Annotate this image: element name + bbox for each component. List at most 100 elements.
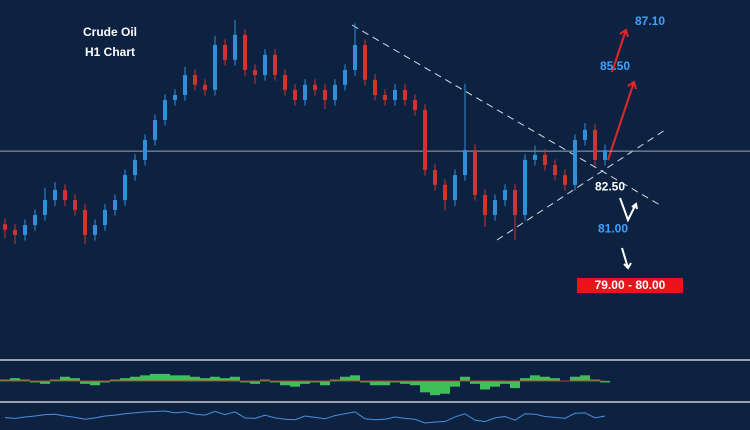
candle-body bbox=[113, 200, 117, 210]
candle-body bbox=[593, 129, 597, 160]
candle-body bbox=[233, 34, 237, 60]
oscillator-bar bbox=[130, 376, 140, 381]
candle-body bbox=[413, 100, 417, 110]
oscillator-bar bbox=[0, 379, 10, 381]
candle-body bbox=[323, 89, 327, 101]
oscillator-bar bbox=[440, 381, 450, 394]
candle-body bbox=[403, 89, 407, 101]
arrow bbox=[611, 28, 629, 73]
candle-body bbox=[263, 54, 267, 76]
oscillator-bar bbox=[140, 375, 150, 381]
candle-body bbox=[523, 159, 527, 215]
oscillator-bar bbox=[260, 379, 270, 381]
oscillator-bar bbox=[10, 378, 20, 381]
oscillator-bar bbox=[470, 381, 480, 384]
candle-body bbox=[473, 150, 477, 196]
oscillator-bar bbox=[370, 381, 380, 386]
oscillator-bar bbox=[230, 376, 240, 381]
oscillator-bar bbox=[70, 378, 80, 381]
oscillator-bar bbox=[600, 381, 610, 383]
candle-body bbox=[153, 119, 157, 140]
rsi-line bbox=[4, 410, 606, 424]
oscillator-bar bbox=[270, 381, 280, 383]
oscillator-bar bbox=[390, 381, 400, 383]
oscillator-bar bbox=[170, 375, 180, 381]
oscillator-bar bbox=[100, 381, 110, 383]
oscillator-bar bbox=[340, 376, 350, 381]
candle-body bbox=[133, 159, 137, 176]
oscillator-bar bbox=[90, 381, 100, 386]
oscillator-bar bbox=[540, 376, 550, 381]
candle-body bbox=[363, 44, 367, 80]
candle-body bbox=[463, 150, 467, 176]
candle-body bbox=[73, 200, 77, 210]
oscillator-bar bbox=[20, 379, 30, 381]
oscillator-bar bbox=[310, 381, 320, 383]
oscillator-bar bbox=[410, 381, 420, 386]
target-label: 87.10 bbox=[635, 14, 665, 28]
oscillator-bar bbox=[280, 381, 290, 386]
oscillator-bar bbox=[60, 376, 70, 381]
candle-body bbox=[203, 84, 207, 90]
oscillator-bar bbox=[510, 381, 520, 389]
candle-body bbox=[213, 44, 217, 90]
oscillator-bar bbox=[240, 381, 250, 383]
candle-body bbox=[123, 175, 127, 201]
oscillator-bar bbox=[450, 381, 460, 387]
candle-body bbox=[103, 209, 107, 226]
oscillator-bar bbox=[350, 375, 360, 381]
candle-body bbox=[193, 75, 197, 85]
target-label: 82.50 bbox=[595, 179, 625, 193]
oscillator-bar bbox=[210, 376, 220, 381]
arrows bbox=[607, 28, 638, 270]
candle-body bbox=[223, 44, 227, 60]
candle-body bbox=[93, 225, 97, 235]
candle-body bbox=[553, 164, 557, 176]
arrow bbox=[619, 197, 638, 223]
oscillator-bar bbox=[160, 373, 170, 381]
oscillator-bar bbox=[520, 378, 530, 381]
candle-body bbox=[313, 84, 317, 90]
arrow bbox=[621, 247, 632, 270]
target-label: 81.00 bbox=[598, 222, 628, 236]
oscillator-bar bbox=[120, 378, 130, 381]
candle-body bbox=[333, 84, 337, 101]
candle-body bbox=[143, 139, 147, 160]
candle-body bbox=[583, 129, 587, 140]
oscillator-bar bbox=[420, 381, 430, 393]
oscillator-bar bbox=[180, 375, 190, 381]
candle-body bbox=[603, 150, 607, 160]
oscillator-bar bbox=[80, 381, 90, 384]
candle-body bbox=[353, 44, 357, 70]
candle-body bbox=[543, 154, 547, 165]
candle-body bbox=[433, 170, 437, 185]
candle-body bbox=[243, 34, 247, 70]
candle-body bbox=[513, 189, 517, 215]
oscillator-bar bbox=[430, 381, 440, 396]
candle-body bbox=[563, 175, 567, 185]
candle-body bbox=[343, 69, 347, 85]
candle-body bbox=[453, 175, 457, 201]
oscillator-bar bbox=[580, 375, 590, 381]
target-label: 85.50 bbox=[600, 59, 630, 73]
oscillator-bar bbox=[50, 379, 60, 381]
oscillator-bar bbox=[40, 381, 50, 384]
candle-body bbox=[503, 189, 507, 201]
candle-body bbox=[163, 100, 167, 120]
candle-body bbox=[293, 89, 297, 101]
oscillator-bar bbox=[400, 381, 410, 384]
candle-body bbox=[573, 139, 577, 185]
oscillator-bar bbox=[190, 376, 200, 381]
candle-body bbox=[253, 69, 257, 76]
oscillator-bar bbox=[150, 373, 160, 381]
candle-body bbox=[373, 79, 377, 95]
oscillator-bar bbox=[590, 379, 600, 381]
candle-body bbox=[283, 75, 287, 90]
oscillator-bar bbox=[330, 379, 340, 381]
oscillator-bar bbox=[570, 376, 580, 381]
oscillator-bar bbox=[530, 375, 540, 381]
oscillator-bar bbox=[220, 378, 230, 381]
candle-body bbox=[423, 109, 427, 171]
